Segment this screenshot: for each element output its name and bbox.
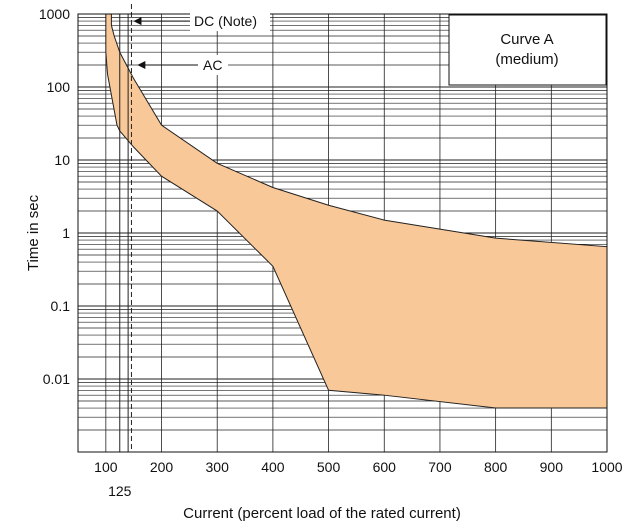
x-tick-label: 800 — [484, 459, 508, 475]
y-tick-label: 10 — [54, 152, 70, 168]
legend-rect — [448, 14, 607, 86]
band-layer — [105, 13, 608, 409]
x-tick-label: 900 — [540, 459, 564, 475]
x-tick-label: 200 — [150, 459, 174, 475]
annotations: DC (Note) AC — [133, 11, 270, 76]
tripping-band — [105, 13, 608, 409]
y-tick-label: 1 — [62, 225, 70, 241]
ac-arrow-head — [137, 61, 146, 70]
y-tick-label: 0.1 — [51, 298, 71, 314]
legend-subtitle: (medium) — [495, 51, 558, 68]
legend-title: Curve A — [500, 31, 553, 48]
ac-label: AC — [203, 57, 222, 73]
vertical-markers — [119, 4, 132, 452]
dc-arrow-head — [133, 17, 142, 26]
x-tick-label: 600 — [373, 459, 397, 475]
tick-labels: 100 200 300 400 500 600 700 800 900 1000125100010… — [39, 6, 623, 499]
plot-frame — [77, 13, 608, 453]
ac-label-bg — [198, 55, 228, 76]
y-axis-label: Time in sec — [25, 194, 42, 271]
x-axis-label: Current (percent load of the rated curre… — [183, 505, 461, 522]
x-tick-label: 400 — [261, 459, 285, 475]
x-tick-label: 1000 — [591, 459, 622, 475]
x-tick-label-125: 125 — [108, 483, 132, 499]
legend-box: Curve A (medium) — [448, 14, 607, 86]
y-tick-label: 100 — [47, 79, 71, 95]
x-tick-label: 700 — [428, 459, 452, 475]
dc-note-label: DC (Note) — [194, 13, 257, 29]
dc-label-bg — [190, 11, 270, 32]
y-tick-label: 0.01 — [43, 371, 70, 387]
x-tick-label: 300 — [206, 459, 230, 475]
x-tick-label: 500 — [317, 459, 341, 475]
y-tick-label: 1000 — [39, 6, 70, 22]
x-tick-label: 100 — [94, 459, 118, 475]
